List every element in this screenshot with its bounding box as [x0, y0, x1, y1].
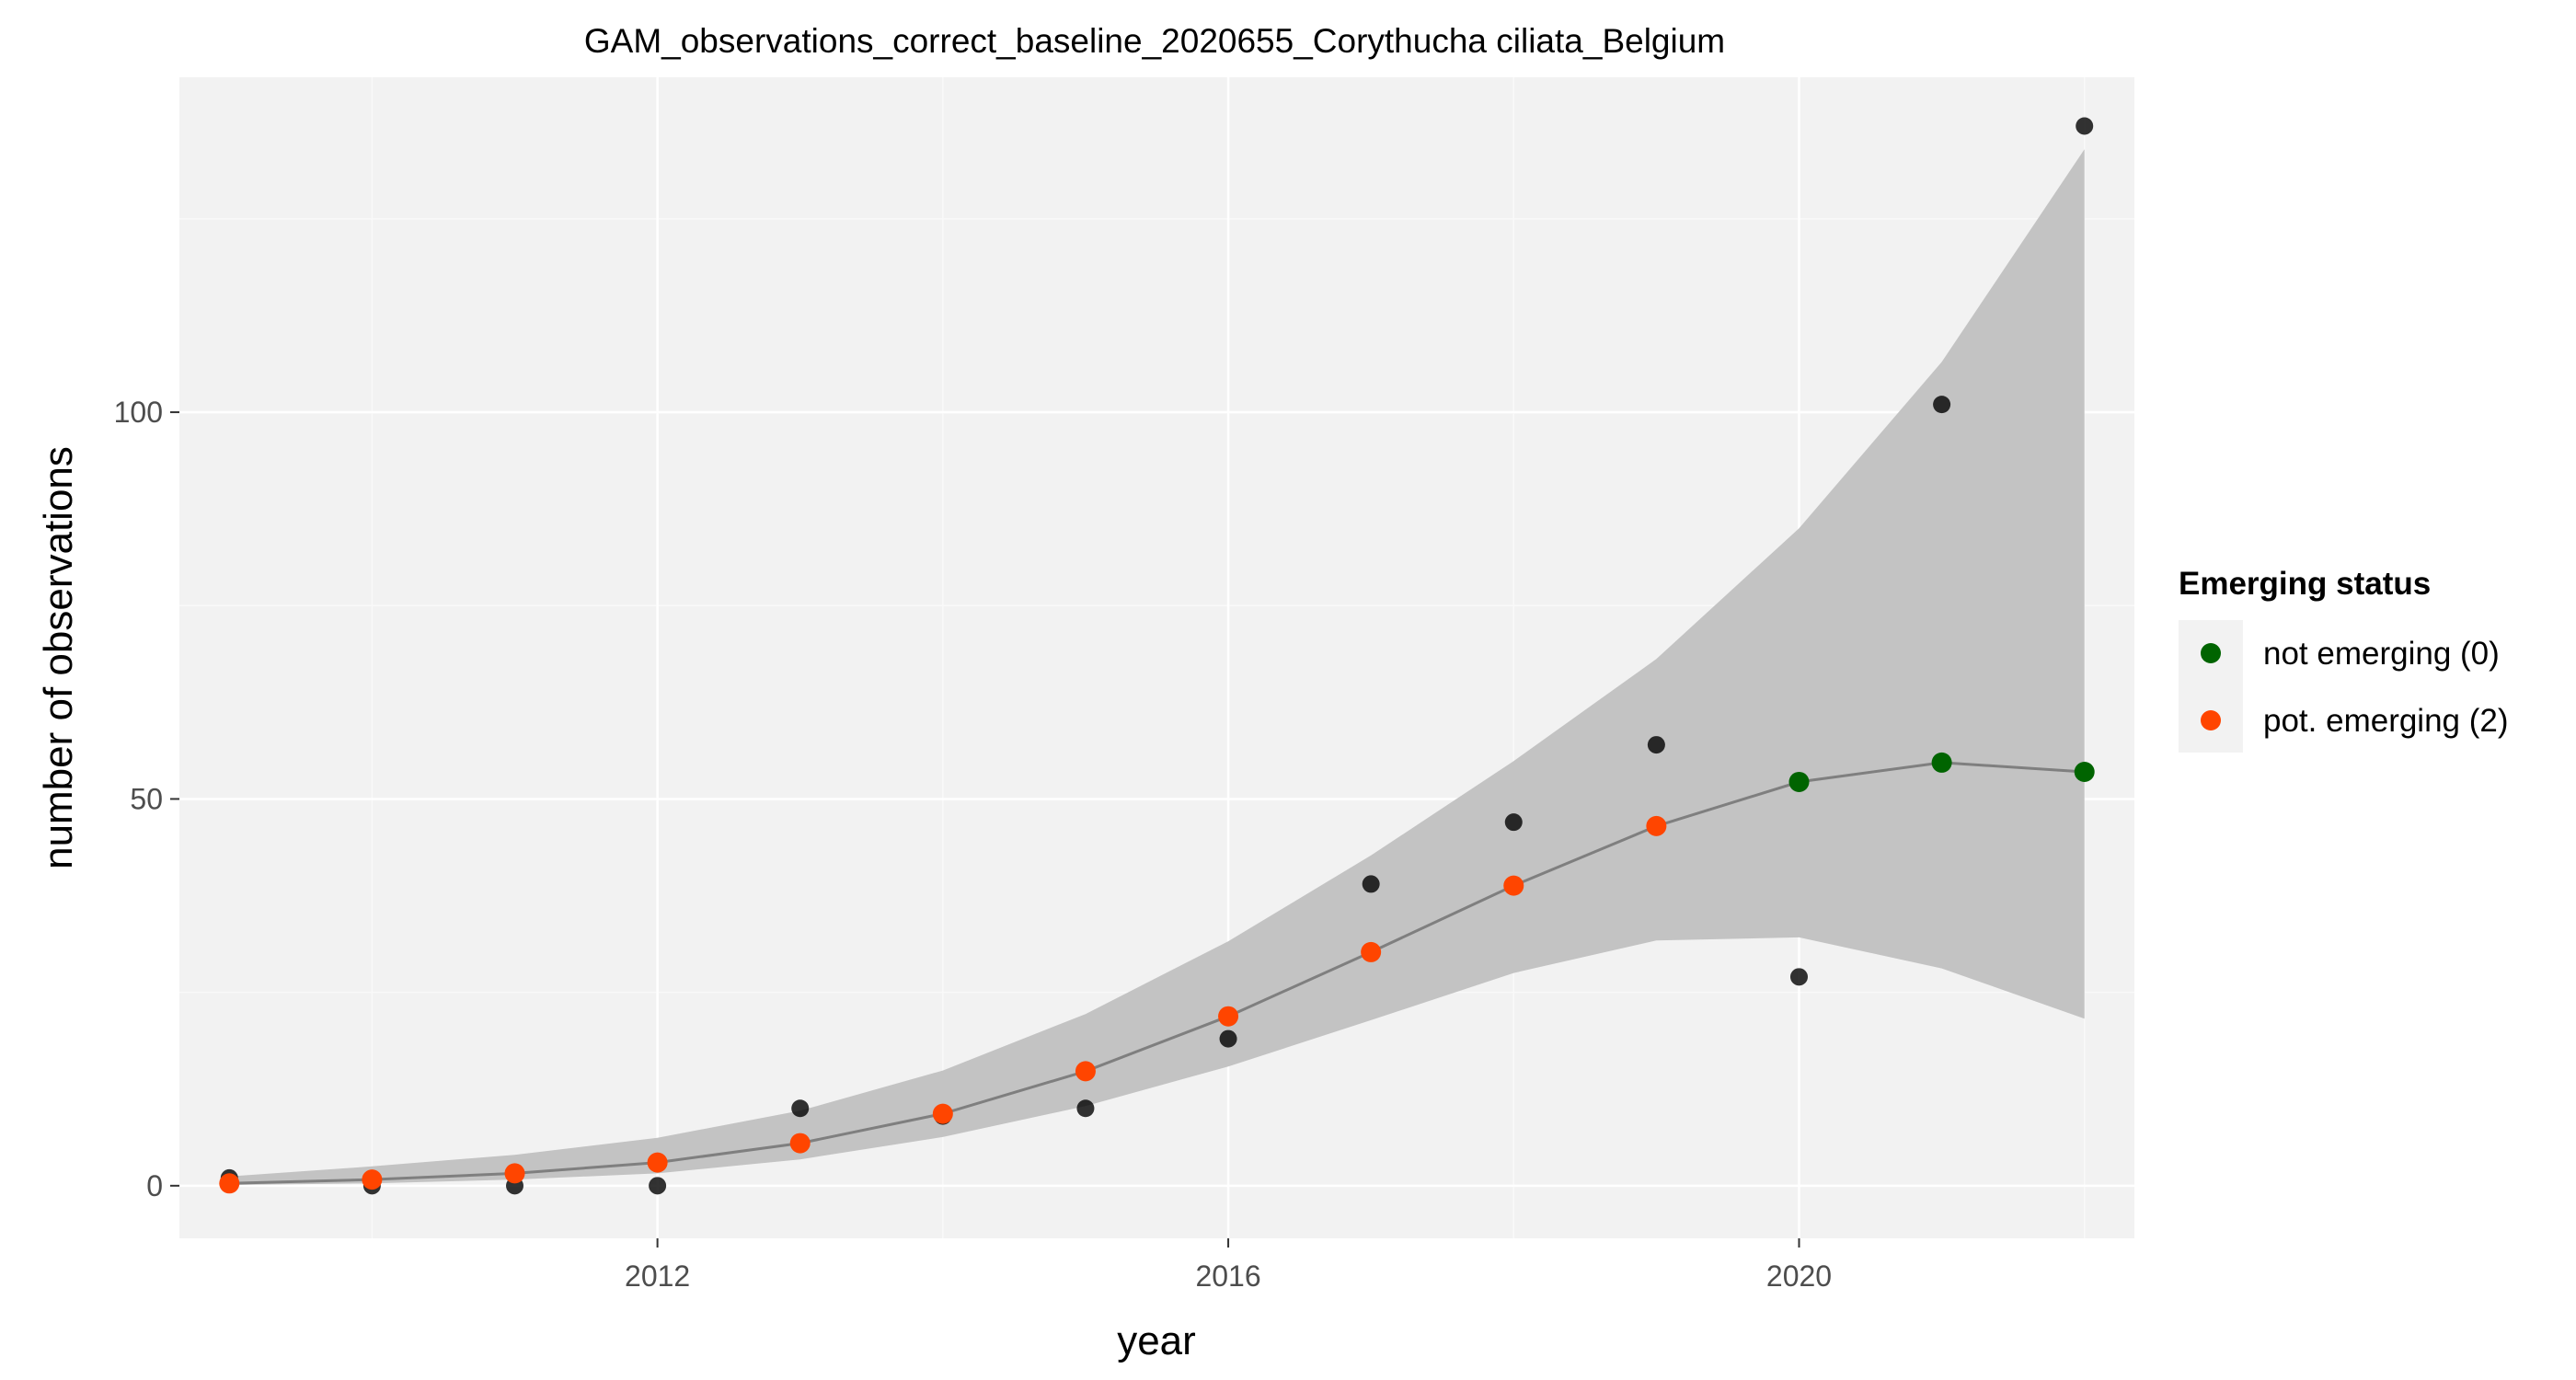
legend-key-not-emerging [2201, 643, 2221, 663]
fit-points [219, 752, 2095, 1194]
x-axis-title: year [1117, 1318, 1196, 1363]
y-tick-label: 100 [114, 396, 163, 429]
y-axis-ticks: 0 50 100 [114, 396, 179, 1202]
legend: Emerging status not emerging (0) pot. em… [2179, 566, 2509, 753]
legend-label-pot-emerging: pot. emerging (2) [2263, 703, 2509, 739]
observed-point [1789, 968, 1808, 986]
fit-point [1075, 1061, 1096, 1082]
x-tick-label: 2012 [625, 1259, 690, 1293]
observed-point [791, 1099, 810, 1118]
observed-point [2076, 117, 2094, 135]
fit-line [229, 761, 2085, 1185]
y-tick-label: 0 [146, 1169, 163, 1202]
fit-point [1646, 815, 1667, 836]
observed-point [649, 1177, 667, 1195]
x-tick-label: 2016 [1195, 1259, 1260, 1293]
legend-key-bg [2179, 620, 2243, 753]
observed-point [1647, 736, 1665, 754]
fit-point [789, 1133, 811, 1154]
fit-point [1218, 1006, 1239, 1027]
fit-point [1361, 941, 1382, 962]
y-axis-title: number of observations [36, 446, 81, 869]
legend-key-pot-emerging [2201, 710, 2221, 730]
fit-point [362, 1169, 383, 1190]
y-tick-label: 50 [130, 782, 163, 815]
observed-point [1076, 1099, 1095, 1118]
fit-point [1931, 752, 1952, 773]
confidence-ribbon [229, 149, 2085, 1186]
fit-point [647, 1152, 668, 1173]
observed-point [1933, 396, 1951, 414]
observed-point [1219, 1029, 1237, 1048]
observed-point [1362, 875, 1380, 893]
fit-point [932, 1103, 953, 1124]
chart-title: GAM_observations_correct_baseline_202065… [584, 22, 1725, 60]
observed-point [1504, 813, 1523, 832]
x-axis-ticks: 2012 2016 2020 [625, 1238, 1832, 1293]
x-tick-label: 2020 [1766, 1259, 1832, 1293]
fit-point [219, 1173, 240, 1194]
legend-label-not-emerging: not emerging (0) [2263, 636, 2500, 672]
fit-point [1503, 875, 1524, 896]
fit-point [2074, 762, 2095, 783]
fit-point [1788, 771, 1810, 792]
fit-point [504, 1163, 525, 1184]
legend-title: Emerging status [2179, 566, 2431, 602]
